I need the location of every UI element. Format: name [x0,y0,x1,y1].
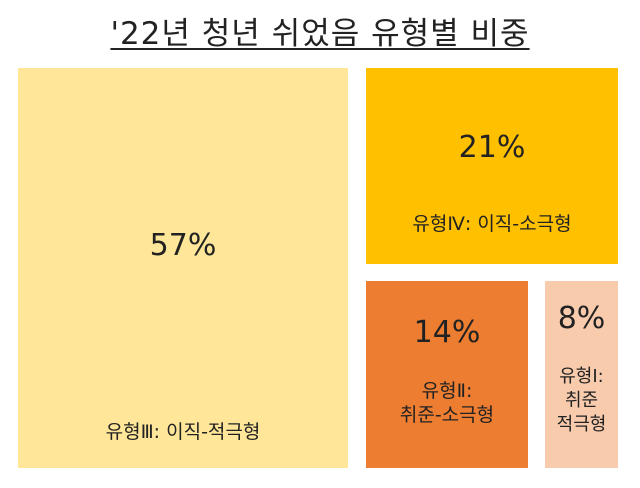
tile-type1-label: 유형Ⅰ: 취준 적극형 [556,366,607,435]
tile-type3: 57% 유형Ⅲ: 이직-적극형 [18,68,348,468]
tile-type2: 14% 유형Ⅱ: 취준-소극형 [366,281,528,468]
tile-type4-label: 유형Ⅳ: 이직-소극형 [412,213,572,235]
chart-title: '22년 청년 쉬었음 유형별 비중 [110,16,530,52]
tile-type2-value: 14% [413,315,481,350]
tile-type1: 8% 유형Ⅰ: 취준 적극형 [545,281,618,468]
tile-type4-value: 21% [458,130,526,165]
tile-type3-label: 유형Ⅲ: 이직-적극형 [105,421,261,443]
tile-type2-label: 유형Ⅱ: 취준-소극형 [399,380,495,426]
tile-type3-value: 57% [149,228,217,263]
tile-type1-value: 8% [557,301,606,336]
tile-type4: 21% 유형Ⅳ: 이직-소극형 [366,68,618,264]
